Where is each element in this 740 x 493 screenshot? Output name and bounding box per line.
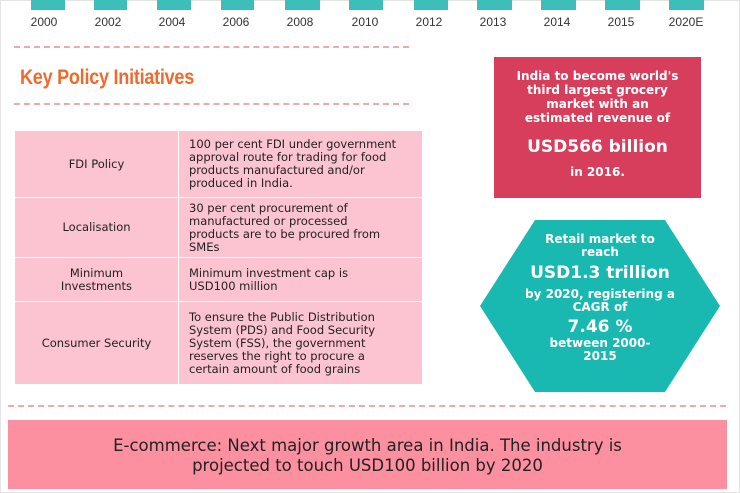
banner-line: projected to touch USD100 billion by 202…: [192, 456, 543, 475]
timeline-bar: [94, 0, 127, 10]
policy-table: FDI Policy 100 per cent FDI under govern…: [14, 130, 423, 385]
timeline-bar: [414, 0, 448, 10]
grocery-value: USD566 billion: [527, 137, 668, 157]
timeline-bar: [349, 0, 383, 10]
timeline-year: 2010: [351, 15, 379, 29]
timeline-year: 2015: [607, 15, 635, 29]
timeline-bar: [221, 0, 254, 10]
timeline-bar: [157, 0, 191, 10]
timeline-bar: [669, 0, 704, 10]
retail-hexagon: Retail market to reach USD1.3 trillion b…: [480, 218, 720, 394]
dashed-divider: [14, 46, 409, 48]
dashed-divider: [8, 405, 726, 407]
banner-line: E-commerce: Next major growth area in In…: [113, 436, 622, 455]
table-row: Consumer Security To ensure the Public D…: [14, 301, 423, 385]
policy-description: Minimum investment cap is USD100 million: [178, 257, 423, 302]
timeline-bar: [477, 0, 512, 10]
policy-name: FDI Policy: [14, 130, 179, 198]
policy-name: Consumer Security: [14, 301, 179, 385]
timeline-year: 2004: [158, 15, 186, 29]
policy-name: Localisation: [14, 197, 179, 258]
table-row: Minimum Investments Minimum investment c…: [14, 257, 423, 302]
table-row: FDI Policy 100 per cent FDI under govern…: [14, 130, 423, 198]
dashed-divider: [14, 103, 409, 105]
timeline-bar: [541, 0, 576, 10]
policy-description: To ensure the Public Distribution System…: [178, 301, 423, 385]
grocery-year: in 2016.: [570, 165, 625, 179]
grocery-text: India to become world's third largest gr…: [516, 69, 679, 125]
hexagon-text: Retail market to reach USD1.3 trillion b…: [525, 232, 675, 363]
timeline-year: 2006: [222, 15, 250, 29]
timeline-bar: [285, 0, 320, 10]
timeline-bar: [31, 0, 65, 10]
section-title: Key Policy Initiatives: [20, 66, 195, 89]
timeline-year: 2012: [415, 15, 443, 29]
table-row: Localisation 30 per cent procurement of …: [14, 197, 423, 258]
policy-description: 100 per cent FDI under government approv…: [178, 130, 423, 198]
ecommerce-banner: E-commerce: Next major growth area in In…: [8, 420, 727, 489]
timeline-bar: [605, 0, 640, 10]
timeline-year: 2013: [479, 15, 507, 29]
timeline-year: 2000: [30, 15, 58, 29]
policy-description: 30 per cent procurement of manufactured …: [178, 197, 423, 258]
policy-name: Minimum Investments: [14, 257, 179, 302]
timeline-year: 2020E: [668, 15, 704, 29]
timeline-year: 2008: [286, 15, 314, 29]
timeline-year: 2014: [543, 15, 571, 29]
timeline-year: 2002: [94, 15, 122, 29]
grocery-market-box: India to become world's third largest gr…: [494, 57, 701, 198]
hexagon-shape: [480, 220, 720, 392]
